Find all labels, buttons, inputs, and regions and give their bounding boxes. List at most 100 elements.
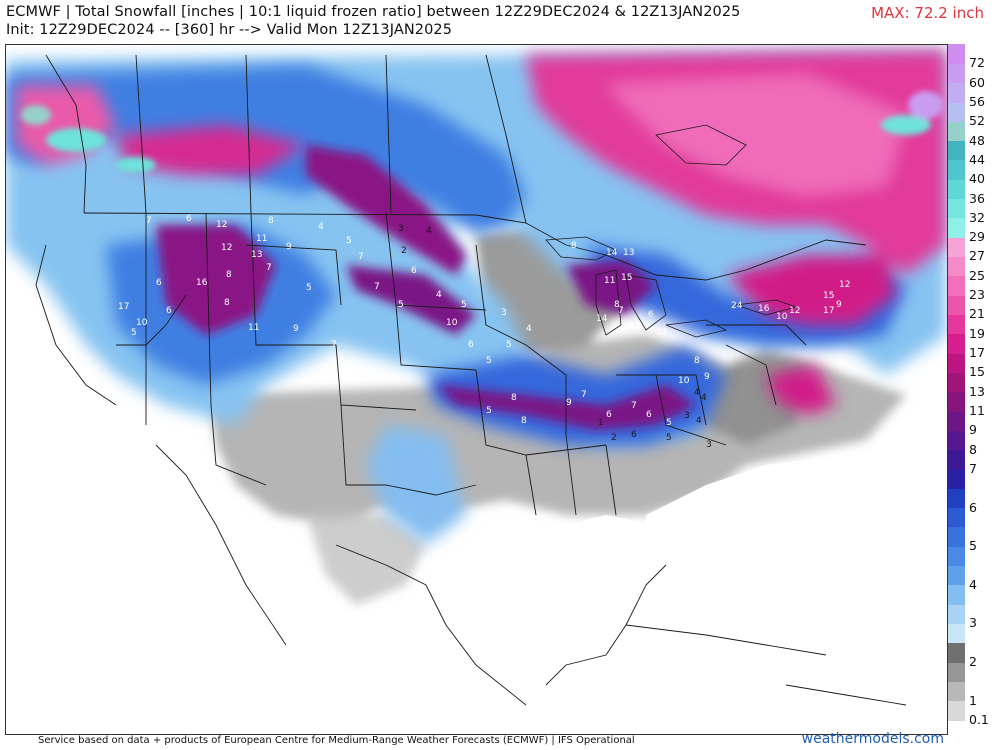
point-value-label: 12: [789, 306, 800, 316]
colorbar-tick-label: 32: [969, 209, 985, 225]
colorbar-tick-label: 60: [969, 74, 985, 90]
point-value-label: 4: [318, 222, 324, 232]
colorbar-swatch: [948, 623, 965, 644]
colorbar-swatch: [948, 217, 965, 238]
colorbar-swatch: [948, 546, 965, 567]
colorbar-labels: 0.1 1 2 3 4 5 6 7 8 9 11 13 15 17 19 21 23 25 27 29 32 36 40 44…: [967, 44, 1000, 727]
map-header: ECMWF | Total Snowfall [inches | 10:1 li…: [0, 0, 1000, 44]
colorbar-tick-label: 19: [969, 325, 985, 341]
point-value-label: 5: [486, 356, 492, 366]
colorbar-tick-label: 5: [969, 538, 977, 554]
colorbar-tick-label: 44: [969, 151, 985, 167]
colorbar-swatch: [948, 275, 965, 296]
point-value-label: 7: [618, 306, 624, 316]
point-value-label: 3: [684, 411, 690, 421]
point-value-label: 5: [666, 418, 672, 428]
point-value-label: 8: [571, 241, 577, 251]
ocean-mask: [6, 345, 947, 734]
colorbar-swatch: [948, 488, 965, 509]
point-value-label: 15: [823, 291, 834, 301]
point-value-label: 8: [224, 298, 230, 308]
point-value-label: 8: [694, 356, 700, 366]
colorbar-tick-label: 13: [969, 383, 985, 399]
colorbar-swatch: [948, 642, 965, 663]
colorbar-tick-label: 25: [969, 267, 985, 283]
point-value-label: 9: [286, 242, 292, 252]
snow-magenta-layer: [16, 50, 946, 415]
point-value-label: 6: [166, 306, 172, 316]
point-value-label: 9: [836, 300, 842, 310]
point-value-label: 15: [621, 273, 632, 283]
point-value-label: 6: [631, 430, 637, 440]
point-value-label: 6: [411, 266, 417, 276]
brand-link[interactable]: weathermodels.com: [801, 731, 944, 747]
point-value-label: 13: [623, 248, 634, 258]
colorbar-swatch: [948, 159, 965, 180]
colorbar-tick-label: 17: [969, 345, 985, 361]
map-title: ECMWF | Total Snowfall [inches | 10:1 li…: [6, 4, 741, 20]
point-value-label: 5: [666, 433, 672, 443]
point-value-label: 9: [293, 324, 299, 334]
point-value-label: 5: [346, 236, 352, 246]
colorbar-tick-label: 7: [969, 460, 977, 476]
colorbar-tick-label: 36: [969, 190, 985, 206]
point-value-label: 6: [186, 214, 192, 224]
colorbar-swatch: [948, 121, 965, 142]
colorbar-swatch: [948, 584, 965, 605]
colorbar-swatch: [948, 410, 965, 431]
colorbar-swatch: [948, 604, 965, 625]
point-value-label: 17: [118, 302, 129, 312]
colorbar-swatch: [948, 700, 965, 721]
point-value-label: 10: [776, 312, 788, 322]
point-value-label: 12: [221, 243, 232, 253]
point-value-label: 5: [131, 328, 137, 338]
point-value-label: 1: [598, 418, 604, 428]
colorbar-tick-label: 48: [969, 132, 985, 148]
colorbar-tick-label: 11: [969, 402, 985, 418]
point-value-label: 17: [823, 306, 834, 316]
point-value-label: 8: [226, 270, 232, 280]
colorbar-swatch: [948, 681, 965, 702]
political-boundaries: [35, 54, 907, 706]
point-value-label: 7: [331, 340, 337, 350]
colorbar-swatch: [948, 468, 965, 489]
point-value-label: 7: [358, 252, 364, 262]
colorbar-tick-label: 40: [969, 171, 985, 187]
point-value-label: 12: [656, 328, 667, 338]
point-value-label: 16: [196, 278, 208, 288]
colorbar-tick-label: 52: [969, 113, 985, 129]
colorbar-swatch: [948, 140, 965, 161]
colorbar-tick-label: 9: [969, 422, 977, 438]
point-value-label: 13: [251, 250, 262, 260]
point-value-label: 7: [631, 401, 637, 411]
point-value-label: 6: [646, 410, 652, 420]
colorbar-swatch: [948, 295, 965, 315]
point-value-label: 11: [256, 234, 267, 244]
map-canvas: [6, 45, 947, 734]
point-value-label: 24: [731, 301, 743, 311]
point-value-label: 11: [604, 276, 615, 286]
colorbar-swatch: [948, 353, 965, 373]
colorbar-swatch: [948, 256, 965, 277]
colorbar-swatch: [948, 507, 965, 528]
point-value-label: 10: [678, 376, 690, 386]
colorbar-tick-label: 0.1: [969, 712, 989, 727]
colorbar-swatch: [948, 82, 965, 103]
point-value-label: 6: [606, 410, 612, 420]
point-value-label: 5: [306, 283, 312, 293]
point-value-label: 6: [648, 310, 654, 320]
colorbar-swatch: [948, 198, 965, 219]
point-value-label: 10: [136, 318, 148, 328]
point-value-label: 3: [501, 308, 507, 318]
point-value-label: 6: [468, 340, 474, 350]
point-value-label: 11: [248, 323, 259, 333]
colorbar-tick-label: 29: [969, 229, 985, 245]
point-value-label: 7: [146, 216, 152, 226]
colorbar-tick-label: 21: [969, 306, 985, 322]
snowfall-map: 7 6 12 8 11 9 13 7 16 8 6 12 5 17 10 6 11 5 8 9 4 5 7 12 7 3 4 2 6 7 5…: [5, 44, 948, 735]
colorbar-swatch: [948, 237, 965, 258]
point-value-label: 14: [596, 314, 608, 324]
point-value-label: 4: [436, 290, 442, 300]
point-value-label: 8: [268, 216, 274, 226]
